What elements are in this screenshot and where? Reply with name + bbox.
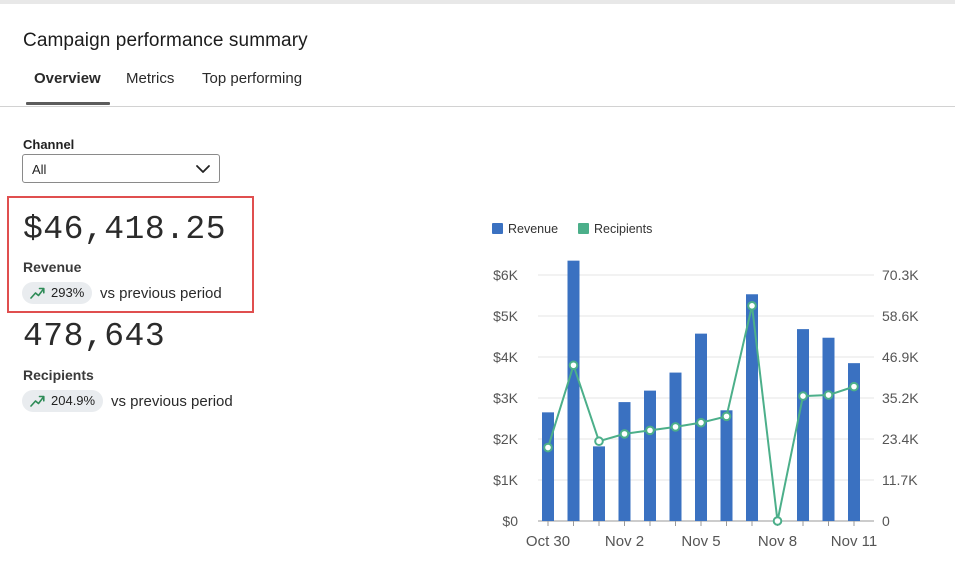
y-left-tick-label: $4K (493, 349, 519, 365)
y-left-tick-label: $0 (502, 513, 518, 529)
recipients-point (849, 381, 859, 392)
revenue-label: Revenue (23, 259, 82, 275)
revenue-value: $46,418.25 (23, 211, 227, 248)
recipients-point (747, 300, 757, 311)
y-right-tick-label: 11.7K (882, 472, 918, 488)
y-left-tick-label: $5K (493, 308, 519, 324)
y-left-tick-label: $6K (493, 267, 519, 283)
recipients-point (670, 422, 681, 432)
recipients-point (721, 411, 732, 422)
revenue-bar (797, 329, 809, 521)
revenue-bar (567, 260, 580, 521)
trend-up-icon (30, 287, 45, 299)
recipients-point (568, 360, 579, 371)
recipients-change-value: 204.9% (51, 393, 96, 408)
recipients-point (798, 391, 808, 401)
y-right-tick-label: 70.3K (882, 267, 919, 283)
x-tick-label: Nov 8 (758, 533, 797, 550)
revenue-bar (644, 390, 656, 521)
x-tick-label: Nov 2 (605, 533, 644, 550)
recipients-label: Recipients (23, 367, 94, 383)
page-title: Campaign performance summary (23, 30, 308, 51)
revenue-bar (542, 412, 554, 521)
y-right-tick-label: 35.2K (882, 390, 919, 406)
recipients-point (772, 516, 783, 526)
x-tick-label: Nov 5 (681, 533, 720, 550)
x-tick-label: Oct 30 (526, 533, 570, 550)
trend-up-icon (30, 395, 45, 407)
recipients-change-text: vs previous period (111, 393, 233, 410)
tab-bar: Overview Metrics Top performing (0, 66, 955, 107)
revenue-bar (746, 294, 758, 521)
recipients-value: 478,643 (23, 318, 166, 355)
y-right-tick-label: 58.6K (882, 308, 919, 324)
y-left-tick-label: $3K (493, 390, 519, 406)
y-left-tick-label: $2K (493, 431, 519, 447)
legend-swatch-revenue (492, 223, 503, 234)
legend-label-revenue: Revenue (508, 222, 558, 236)
legend-label-recipients: Recipients (594, 222, 652, 236)
revenue-bar (669, 372, 682, 521)
recipients-point (543, 442, 553, 453)
y-right-tick-label: 46.9K (882, 349, 919, 365)
revenue-bar (720, 410, 733, 521)
top-border (0, 0, 955, 4)
revenue-bar (593, 446, 605, 521)
revenue-change-value: 293% (51, 285, 85, 300)
revenue-change-text: vs previous period (100, 285, 222, 302)
x-tick-label: Nov 11 (831, 533, 877, 550)
recipients-point (823, 390, 834, 400)
tab-top-performing[interactable]: Top performing (202, 70, 303, 87)
y-right-tick-label: 23.4K (882, 431, 919, 447)
revenue-bar (848, 363, 860, 521)
legend-swatch-recipients (578, 223, 589, 234)
channel-filter-label: Channel (23, 137, 75, 152)
revenue-change-badge: 293% (22, 282, 93, 304)
active-tab-indicator (26, 102, 110, 105)
recipients-point (645, 425, 655, 436)
tab-metrics[interactable]: Metrics (126, 70, 175, 87)
recipients-point (619, 429, 630, 439)
chevron-down-icon (196, 165, 210, 173)
revenue-bar (618, 402, 631, 521)
recipients-point (696, 417, 706, 428)
tab-overview[interactable]: Overview (34, 70, 101, 87)
revenue-bar (822, 337, 835, 521)
recipients-point (594, 436, 604, 447)
channel-select-value: All (32, 162, 47, 177)
campaign-chart: $0 0 $1K 11.7K $2K 23.4K $3K 35.2K $4K 46.9K $5K 58… (492, 222, 919, 550)
y-right-tick-label: 0 (882, 513, 890, 529)
channel-select[interactable]: All (22, 154, 220, 183)
y-left-tick-label: $1K (493, 472, 519, 488)
revenue-highlight-box (7, 196, 254, 313)
recipients-change-badge: 204.9% (22, 390, 104, 412)
